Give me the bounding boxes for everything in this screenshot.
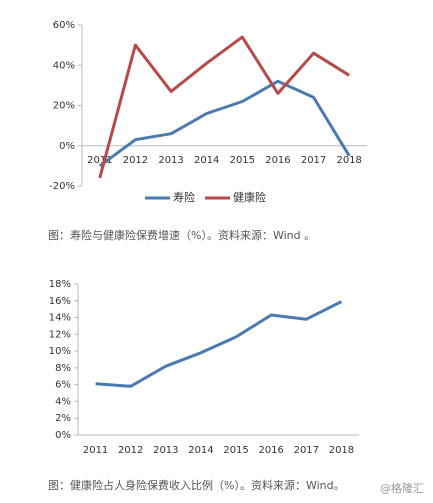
x-tick-label: 2015 xyxy=(223,445,248,456)
legend-label: 寿险 xyxy=(173,190,195,204)
x-tick-label: 2013 xyxy=(153,445,178,456)
watermark: @格隆汇 xyxy=(380,481,424,495)
y-tick-label: 4% xyxy=(55,396,71,407)
series-line xyxy=(95,300,343,388)
y-tick-label: 0% xyxy=(55,430,71,441)
y-tick-label: 8% xyxy=(55,363,71,374)
x-tick-label: 2011 xyxy=(83,445,108,456)
x-tick-label: 2015 xyxy=(230,155,255,166)
x-tick-label: 2012 xyxy=(118,445,143,456)
x-tick-label: 2013 xyxy=(158,155,183,166)
legend-label: 健康险 xyxy=(233,190,266,204)
x-tick-label: 2016 xyxy=(258,445,283,456)
y-tick-label: 60% xyxy=(53,20,75,31)
x-tick-label: 2017 xyxy=(294,445,319,456)
x-tick-label: 2014 xyxy=(188,445,213,456)
x-tick-label: 2014 xyxy=(194,155,219,166)
x-tick-label: 2017 xyxy=(301,155,326,166)
x-tick-label: 2016 xyxy=(265,155,290,166)
y-tick-label: 18% xyxy=(49,279,71,290)
y-tick-label: 16% xyxy=(49,296,71,307)
y-tick-label: 40% xyxy=(53,60,75,71)
y-tick-label: -20% xyxy=(49,181,75,192)
y-tick-label: 12% xyxy=(49,329,71,340)
series-line xyxy=(98,35,350,179)
y-tick-label: 6% xyxy=(55,380,71,391)
y-tick-label: 0% xyxy=(59,141,75,152)
x-tick-label: 2018 xyxy=(329,445,354,456)
y-tick-label: 10% xyxy=(49,346,71,357)
x-tick-label: 2011 xyxy=(87,155,112,166)
caption: 图：健康险占人身险保费收入比例（%）。资料来源：Wind。 xyxy=(48,478,345,492)
y-tick-label: 20% xyxy=(53,101,75,112)
y-tick-label: 14% xyxy=(49,313,71,324)
x-tick-label: 2018 xyxy=(336,155,361,166)
y-tick-label: 2% xyxy=(55,413,71,424)
caption: 图：寿险与健康险保费增速（%）。资料来源：Wind 。 xyxy=(48,228,315,242)
x-tick-label: 2012 xyxy=(123,155,148,166)
series-line xyxy=(98,79,351,168)
